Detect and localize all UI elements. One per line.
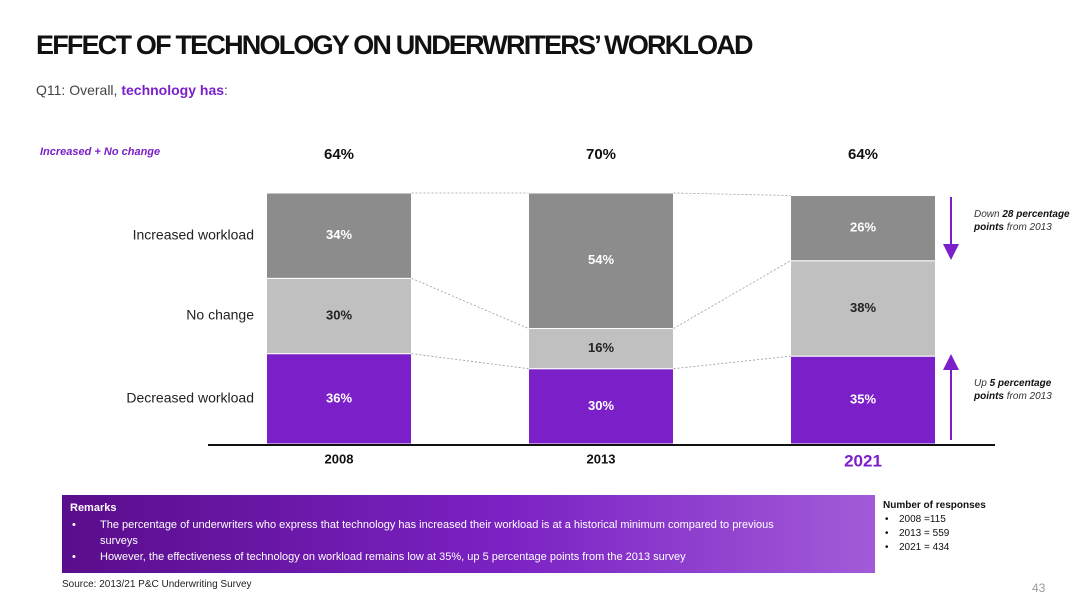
connector bbox=[673, 260, 791, 329]
bar-segment bbox=[790, 260, 936, 357]
total-label: 64% bbox=[848, 146, 878, 163]
value-label: 16% bbox=[588, 340, 614, 355]
anno-text: Down bbox=[974, 209, 1003, 220]
remark: However, the effectiveness of technology… bbox=[72, 549, 867, 565]
remark: The percentage of underwriters who expre… bbox=[72, 517, 867, 549]
totals-caption: Increased + No change bbox=[40, 146, 160, 158]
bar-segment bbox=[266, 192, 412, 279]
legend-label: Decreased workload bbox=[126, 390, 254, 406]
total-label: 70% bbox=[586, 146, 616, 163]
question-highlight: technology has bbox=[121, 82, 225, 98]
question-suffix: : bbox=[224, 82, 228, 98]
remarks-box: Remarks The percentage of underwriters w… bbox=[62, 495, 875, 573]
annotation-up: Up 5 percentage points from 2013 bbox=[974, 377, 1064, 403]
bar-segment bbox=[528, 328, 674, 370]
x-tick-label: 2021 bbox=[844, 451, 882, 470]
value-label: 26% bbox=[850, 220, 876, 235]
responses: Number of responses 2008 =115 2013 = 559… bbox=[883, 500, 986, 555]
legend-label: No change bbox=[186, 307, 254, 323]
x-tick-label: 2013 bbox=[587, 451, 616, 466]
remarks-list: The percentage of underwriters who expre… bbox=[70, 517, 867, 565]
value-label: 38% bbox=[850, 300, 876, 315]
anno-text: 5 percentage points bbox=[974, 378, 1052, 402]
annotation-down: Down 28 percentage points from 2013 bbox=[974, 208, 1070, 234]
title: EFFECT OF TECHNOLOGY ON UNDERWRITERS’ WO… bbox=[36, 30, 754, 60]
bar-segment bbox=[266, 277, 412, 355]
responses-title: Number of responses bbox=[883, 500, 986, 511]
value-label: 35% bbox=[850, 392, 876, 407]
value-label: 36% bbox=[326, 390, 352, 405]
anno-text: Up bbox=[974, 378, 990, 389]
anno-text: percentage points bbox=[974, 209, 1070, 233]
responses-list: 2008 =115 2013 = 559 2021 = 434 bbox=[883, 513, 986, 555]
connector bbox=[411, 353, 529, 370]
response: 2021 = 434 bbox=[885, 541, 986, 555]
value-label: 30% bbox=[588, 398, 614, 413]
anno-text: 28 bbox=[1002, 209, 1014, 220]
anno-text: from 2013 bbox=[1004, 222, 1052, 233]
question-prefix: Q11: Overall, bbox=[36, 82, 122, 98]
question: Q11: Overall, technology has: bbox=[36, 82, 228, 98]
chart: 36% 30% 34% 30% 16% 54% 35% 38% 26% 2008 64% 2013 70… bbox=[40, 146, 995, 470]
response: 2008 =115 bbox=[885, 513, 986, 527]
value-label: 34% bbox=[326, 227, 352, 242]
source: Source: 2013/21 P&C Underwriting Survey bbox=[62, 579, 252, 590]
page-number: 43 bbox=[1032, 581, 1046, 595]
response: 2013 = 559 bbox=[885, 527, 986, 541]
connector bbox=[673, 192, 791, 196]
x-tick-label: 2008 bbox=[325, 451, 354, 466]
anno-text: from 2013 bbox=[1004, 391, 1052, 402]
remarks-title: Remarks bbox=[70, 502, 117, 514]
legend-label: Increased workload bbox=[133, 226, 254, 242]
connector bbox=[673, 355, 791, 370]
bar-segment bbox=[528, 192, 674, 330]
bar-segment bbox=[528, 368, 674, 445]
value-label: 54% bbox=[588, 252, 614, 267]
bar-segment bbox=[790, 195, 936, 262]
connector bbox=[411, 277, 529, 329]
total-label: 64% bbox=[324, 146, 354, 163]
value-label: 30% bbox=[326, 307, 352, 322]
